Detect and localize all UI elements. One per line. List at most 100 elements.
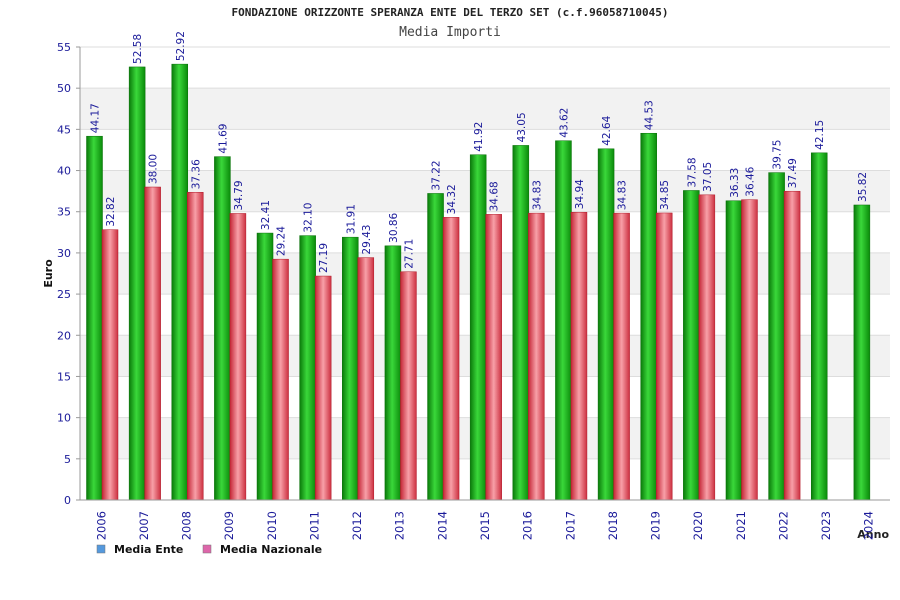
bar-media-ente (683, 190, 700, 501)
x-tick-label: 2017 (563, 511, 577, 540)
bar-media-ente (342, 236, 359, 501)
bar-media-ente (86, 135, 103, 501)
data-label: 44.17 (90, 103, 102, 133)
legend-item: Media Ente (96, 543, 183, 556)
data-label: 37.22 (431, 160, 443, 190)
bar-media-nazionale (570, 211, 588, 501)
bar-media-nazionale (442, 217, 460, 501)
data-label: 43.05 (516, 112, 528, 142)
y-axis-title: Euro (42, 259, 55, 288)
data-label: 27.19 (318, 243, 330, 273)
data-label: 36.46 (744, 166, 756, 196)
grid-band (80, 47, 890, 89)
x-tick-label: 2012 (350, 511, 364, 540)
x-tick-label: 2019 (649, 511, 663, 540)
bar-media-ente (853, 204, 871, 501)
data-label: 52.92 (175, 31, 187, 61)
data-label: 29.43 (361, 225, 373, 255)
legend-swatch (96, 544, 106, 554)
data-label: 32.10 (303, 203, 315, 233)
bar-media-ente (128, 66, 146, 501)
x-axis-title: Anno (857, 528, 889, 541)
bar-media-ente (384, 245, 402, 501)
data-label: 31.91 (345, 204, 357, 234)
bar-media-nazionale (101, 229, 119, 501)
data-label: 29.24 (276, 226, 288, 256)
legend-label: Media Nazionale (220, 543, 322, 556)
x-tick-label: 2009 (222, 511, 236, 540)
data-label: 32.82 (105, 197, 117, 227)
bar-media-ente (427, 193, 444, 501)
bar-media-nazionale (144, 186, 161, 501)
x-tick-label: 2006 (94, 511, 108, 540)
data-label: 42.15 (814, 120, 826, 150)
bar-media-ente (214, 156, 231, 501)
data-label: 34.83 (617, 180, 629, 210)
bar-media-ente (299, 235, 316, 501)
bar-media-ente (256, 232, 274, 501)
bar-media-nazionale (528, 212, 545, 501)
data-label: 37.49 (787, 158, 799, 188)
x-tick-label: 2015 (478, 511, 492, 540)
y-tick-label: 15 (57, 370, 71, 383)
data-label: 37.58 (686, 157, 698, 187)
grid-band (80, 88, 890, 130)
x-tick-label: 2011 (307, 511, 321, 540)
y-tick-label: 45 (57, 123, 71, 136)
x-tick-label: 2018 (606, 511, 620, 540)
x-tick-label: 2008 (180, 511, 194, 540)
y-tick-label: 30 (57, 247, 71, 260)
y-tick-label: 35 (57, 206, 71, 219)
data-label: 52.58 (132, 34, 144, 64)
x-tick-label: 2007 (137, 511, 151, 540)
bar-media-nazionale (655, 212, 673, 501)
data-label: 34.79 (233, 180, 245, 210)
bar-media-ente (640, 132, 657, 501)
chart-title: FONDAZIONE ORIZZONTE SPERANZA ENTE DEL T… (231, 6, 669, 19)
bar-media-nazionale (272, 258, 289, 501)
bar-media-nazionale (741, 199, 758, 501)
y-tick-label: 20 (57, 329, 71, 342)
bar-media-nazionale (698, 194, 716, 501)
x-tick-label: 2021 (734, 511, 748, 540)
y-tick-label: 55 (57, 41, 71, 54)
x-tick-label: 2013 (393, 511, 407, 540)
data-label: 36.33 (729, 168, 741, 198)
data-label: 41.69 (217, 124, 229, 154)
x-tick-label: 2022 (776, 511, 790, 540)
y-tick-label: 25 (57, 288, 71, 301)
data-label: 35.82 (857, 172, 869, 202)
bar-media-ente (469, 154, 487, 501)
data-label: 37.05 (702, 162, 714, 192)
chart-subtitle: Media Importi (399, 25, 501, 40)
bar-media-nazionale (187, 192, 204, 501)
legend-item: Media Nazionale (202, 543, 322, 556)
x-tick-label: 2016 (521, 511, 535, 540)
data-label: 34.83 (531, 180, 543, 210)
data-label: 42.64 (601, 115, 613, 145)
x-tick-label: 2024 (862, 511, 876, 540)
bar-media-nazionale (783, 190, 801, 501)
bar-media-nazionale (485, 214, 502, 501)
legend-swatch (202, 544, 212, 554)
bar-media-ente (810, 152, 828, 501)
legend-label: Media Ente (114, 543, 183, 556)
data-label: 38.00 (148, 154, 160, 184)
data-label: 34.94 (574, 179, 586, 209)
bar-media-nazionale (357, 257, 375, 501)
bar-media-nazionale (613, 212, 630, 501)
data-label: 34.85 (659, 180, 671, 210)
x-tick-label: 2020 (691, 511, 705, 540)
data-label: 30.86 (388, 212, 400, 242)
bar-media-ente (171, 63, 189, 501)
bar-media-nazionale (229, 213, 247, 501)
y-tick-label: 50 (57, 82, 71, 95)
x-tick-label: 2014 (435, 511, 449, 540)
bar-media-ente (725, 200, 743, 501)
y-tick-label: 5 (64, 453, 71, 466)
bar-media-nazionale (314, 275, 332, 501)
bar-media-ente (555, 140, 572, 501)
data-label: 27.71 (403, 239, 415, 269)
x-tick-label: 2010 (265, 511, 279, 540)
